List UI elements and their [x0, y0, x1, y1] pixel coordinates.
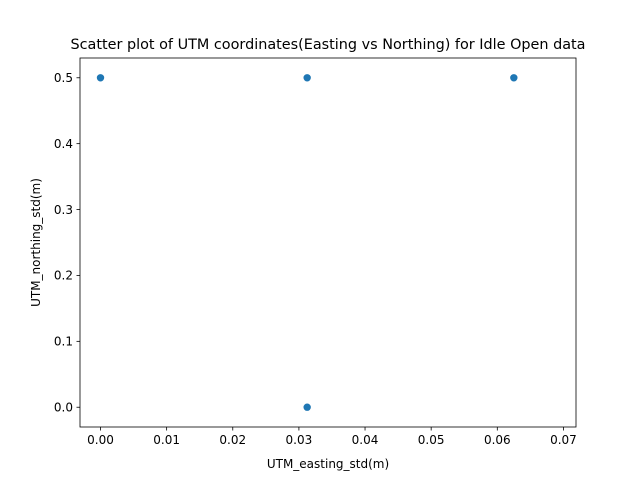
x-tick-label: 0.01	[153, 433, 180, 447]
x-tick-label: 0.07	[550, 433, 577, 447]
y-axis-label: UTM_northing_std(m)	[29, 178, 43, 307]
points-layer	[96, 74, 518, 411]
x-tick-label: 0.06	[484, 433, 511, 447]
scatter-point	[96, 74, 105, 82]
scatter-point	[303, 403, 311, 411]
scatter-point	[303, 74, 311, 82]
chart-title: Scatter plot of UTM coordinates(Easting …	[70, 37, 585, 53]
y-tick-label: 0.3	[54, 203, 73, 217]
plot-area	[79, 57, 577, 428]
x-axis: 0.00 0.01 0.02 0.03 0.04 0.05 0.06 0.07	[87, 427, 577, 447]
y-tick-label: 0.0	[54, 401, 73, 415]
x-tick-label: 0.05	[418, 433, 445, 447]
scatter-point	[510, 74, 518, 82]
axes-frame	[79, 57, 577, 428]
y-tick-label: 0.1	[54, 335, 73, 349]
x-tick-label: 0.00	[87, 433, 114, 447]
y-tick-label: 0.4	[54, 137, 73, 151]
y-tick-label: 0.2	[54, 269, 73, 283]
x-axis-label: UTM_easting_std(m)	[267, 457, 389, 471]
x-tick-label: 0.04	[352, 433, 379, 447]
x-tick-label: 0.03	[286, 433, 313, 447]
x-tick-label: 0.02	[219, 433, 246, 447]
y-tick-label: 0.5	[54, 71, 73, 85]
y-axis: 0.0 0.1 0.2 0.3 0.4 0.5	[54, 71, 80, 415]
